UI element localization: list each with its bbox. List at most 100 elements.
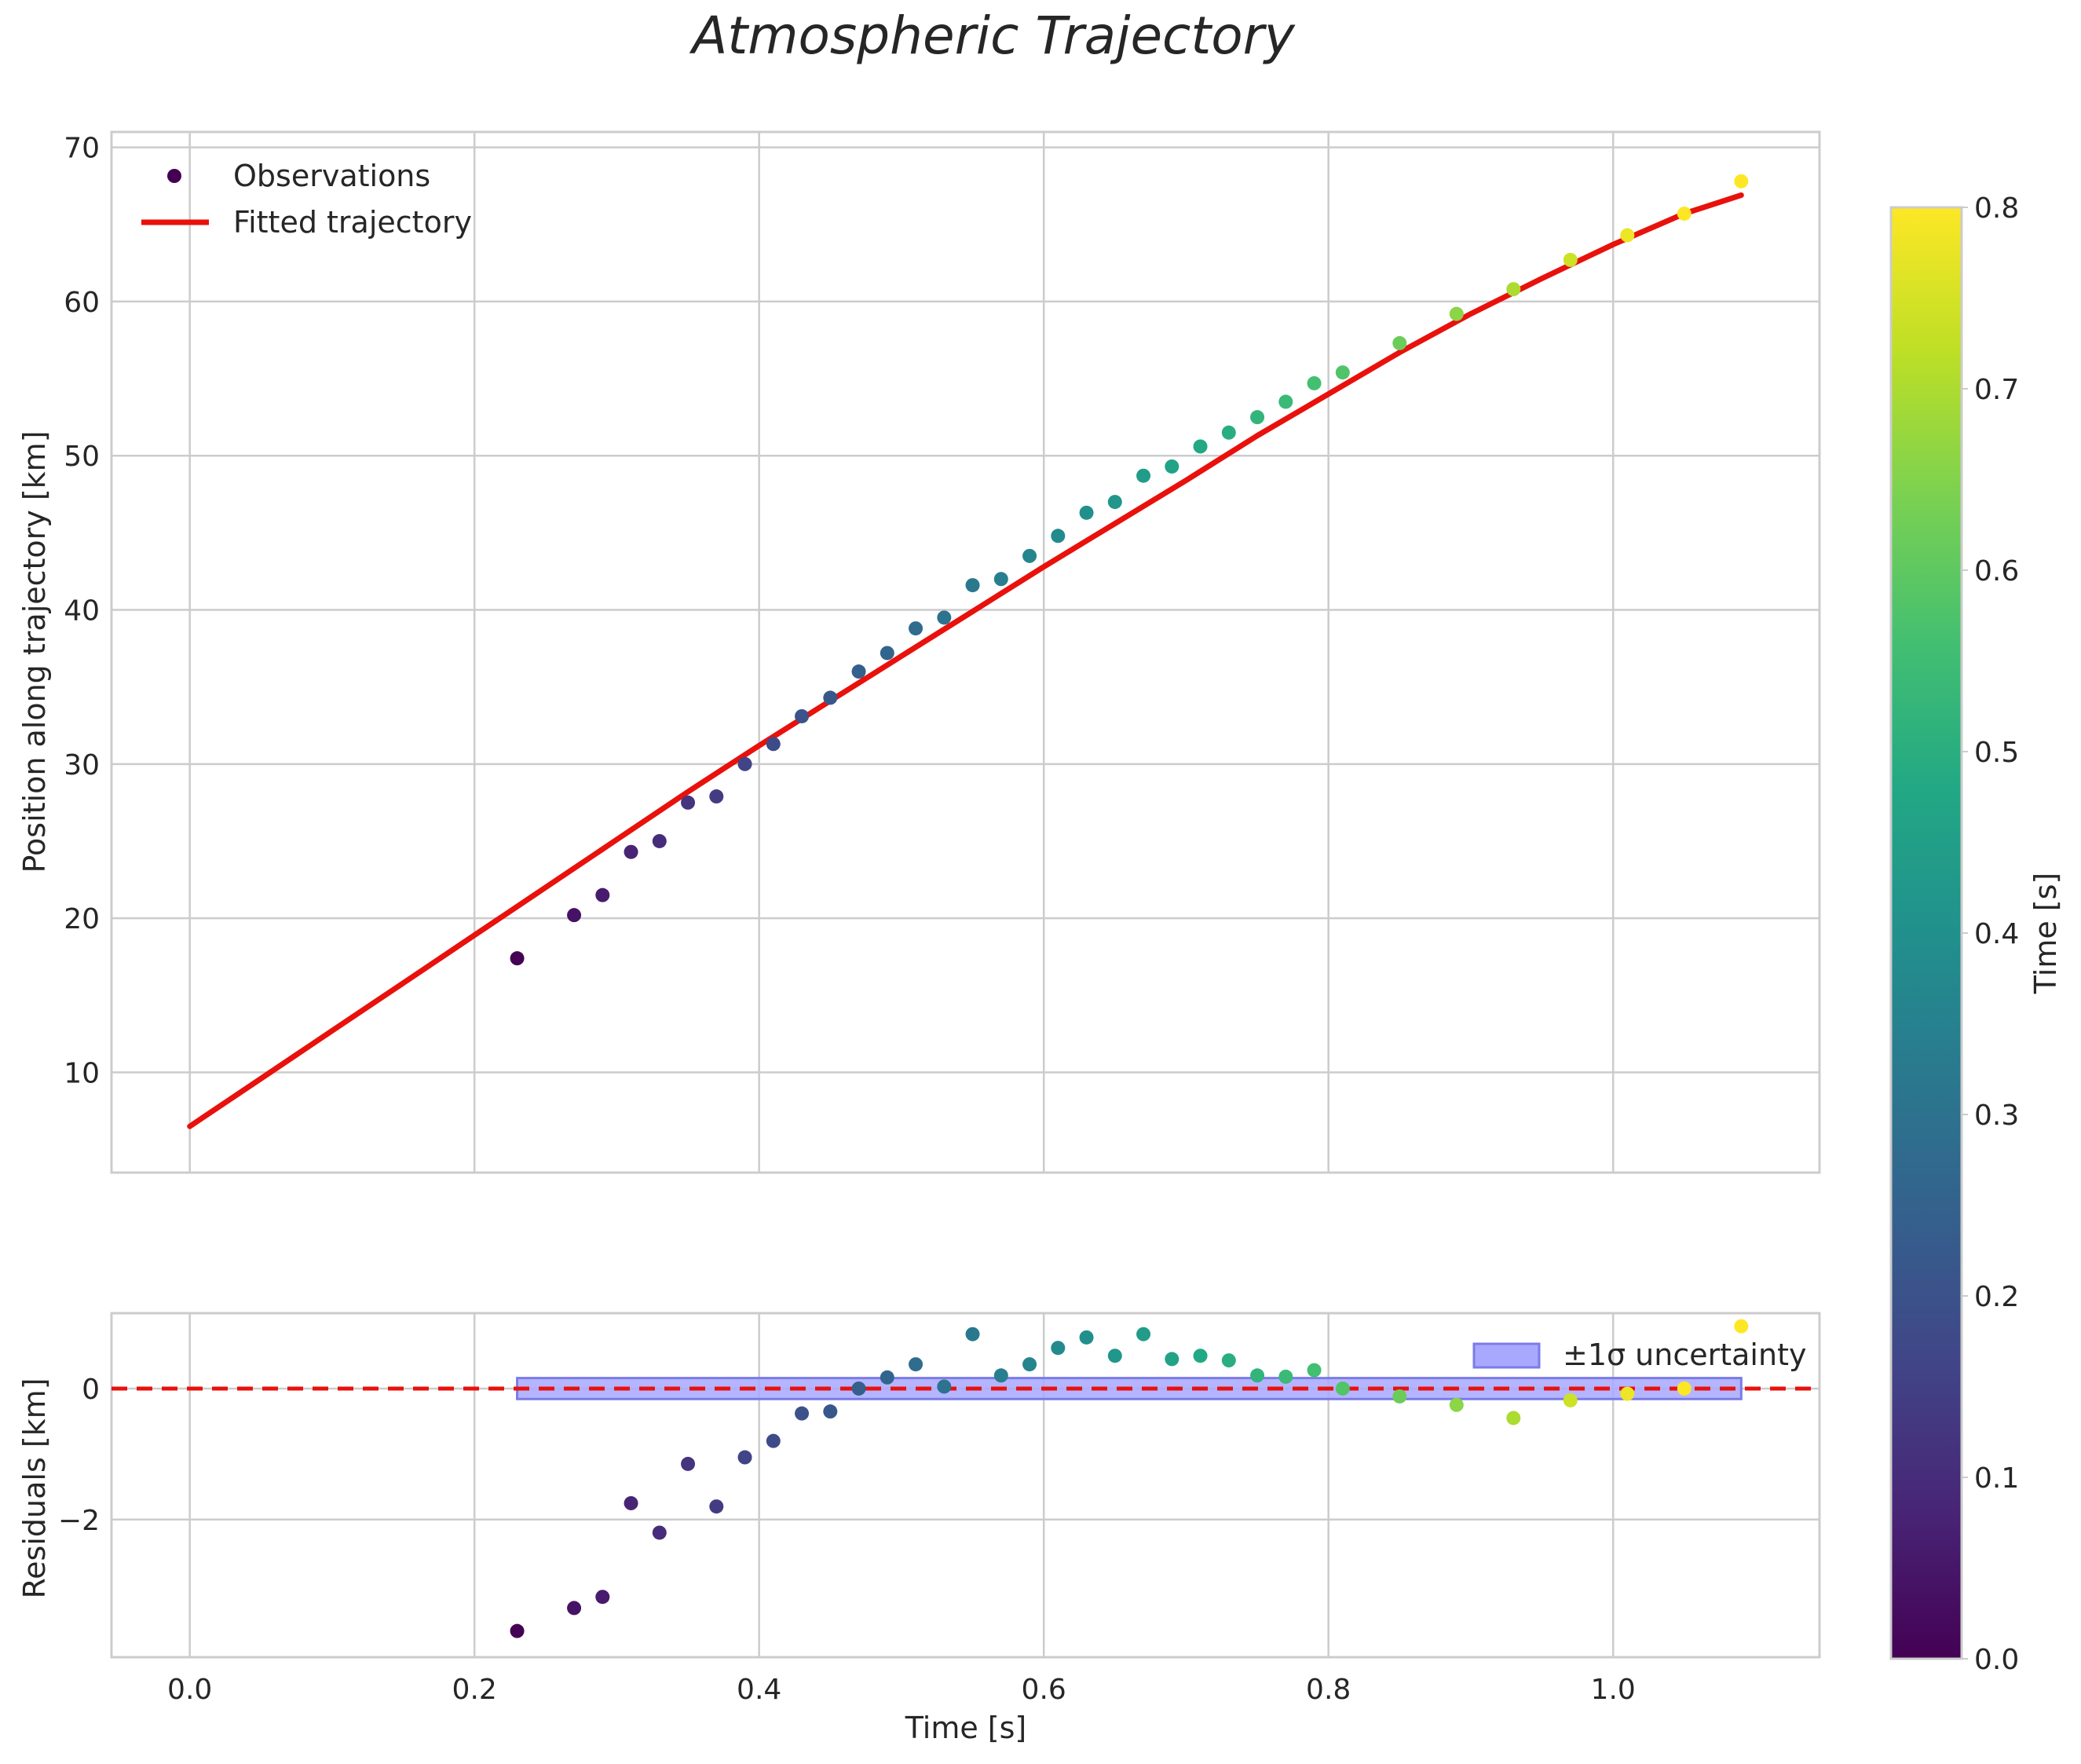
x-tick-label: 0.0: [167, 1674, 212, 1706]
residual-point: [1221, 1353, 1236, 1368]
residual-point: [1079, 1330, 1094, 1345]
residuals-legend: ±1σ uncertainty: [1472, 1338, 1806, 1372]
observation-point: [1136, 468, 1151, 483]
residual-point: [851, 1381, 866, 1396]
colorbar-tick-label: 0.8: [1974, 192, 2019, 225]
observation-point: [1079, 505, 1094, 520]
residual-point: [510, 1623, 525, 1638]
colorbar-ticks: 0.0 0.1 0.2 0.3 0.4 0.5 0.6 0.7 0.8: [1962, 192, 2019, 1676]
trajectory-y-tick-label: 60: [64, 287, 100, 319]
residual-point: [1563, 1393, 1578, 1407]
observation-point: [1051, 529, 1066, 543]
legend-fitted-trajectory-label: Fitted trajectory: [233, 205, 472, 240]
residual-point: [1165, 1352, 1179, 1367]
observation-point: [1107, 495, 1122, 510]
observation-point: [1022, 548, 1037, 563]
trajectory-y-tick-label: 20: [64, 903, 100, 935]
residual-point: [1307, 1363, 1322, 1378]
observation-point: [1221, 425, 1236, 440]
observation-point: [1250, 410, 1265, 425]
residual-point: [993, 1368, 1008, 1383]
observation-point: [624, 844, 638, 859]
residual-point: [709, 1499, 724, 1514]
observation-points: [510, 174, 1749, 966]
residual-point: [1449, 1397, 1464, 1412]
observation-point: [823, 690, 838, 705]
residual-point: [937, 1379, 952, 1394]
colorbar-tick-label: 0.4: [1974, 918, 2019, 950]
residual-point: [1250, 1368, 1265, 1383]
x-tick-label: 0.6: [1022, 1674, 1066, 1706]
trajectory-y-tick-label: 10: [64, 1057, 100, 1089]
residual-point: [1506, 1411, 1521, 1425]
residual-point: [1677, 1381, 1691, 1396]
observation-point: [1677, 207, 1691, 221]
observation-point: [567, 908, 582, 923]
observation-point: [652, 833, 667, 848]
trajectory-y-tick-label: 50: [64, 441, 100, 473]
legend-observations-marker: [167, 169, 181, 183]
x-tick-label: 0.4: [737, 1674, 781, 1706]
trajectory-y-tick-label: 30: [64, 749, 100, 781]
residual-point: [1278, 1369, 1293, 1384]
observation-point: [681, 795, 696, 810]
residual-point: [1193, 1349, 1208, 1363]
observation-point: [510, 951, 525, 966]
observation-point: [1563, 252, 1578, 267]
trajectory-legend: Observations Fitted trajectory: [141, 159, 472, 240]
residuals-y-tick-label: −2: [58, 1505, 100, 1537]
trajectory-y-tick-label: 70: [64, 133, 100, 165]
observation-point: [1392, 335, 1407, 350]
residual-point: [795, 1406, 810, 1421]
observation-point: [737, 756, 752, 771]
colorbar-gradient: [1889, 206, 1963, 1660]
residual-point: [909, 1357, 923, 1372]
residual-point: [567, 1601, 582, 1616]
colorbar-tick-label: 0.7: [1974, 374, 2019, 406]
trajectory-y-tick-label: 40: [64, 595, 100, 628]
observation-point: [880, 646, 894, 661]
colorbar-tick-label: 0.2: [1974, 1281, 2019, 1313]
legend-observations-label: Observations: [233, 159, 430, 193]
observation-point: [1620, 228, 1635, 243]
residual-point: [1392, 1389, 1407, 1404]
residual-point: [1620, 1386, 1635, 1401]
fitted-trajectory-line: [187, 192, 1744, 1129]
observation-point: [595, 887, 610, 902]
residual-point: [652, 1525, 667, 1540]
observation-point: [1449, 306, 1464, 321]
observation-point: [1165, 459, 1179, 474]
residual-point: [1734, 1319, 1749, 1334]
trajectory-ticks: 10 20 30 40 50 60 70: [64, 133, 100, 1090]
x-tick-label: 0.8: [1306, 1674, 1351, 1706]
colorbar-tick-label: 0.3: [1974, 1100, 2019, 1132]
residuals-y-tick-label: 0: [82, 1374, 100, 1406]
residual-point: [965, 1327, 980, 1341]
x-tick-label: 1.0: [1591, 1674, 1636, 1706]
residuals-panel: 0.0 0.2 0.4 0.6 0.8 1.0 0 −2 Residuals [km] Tim…: [17, 1312, 1821, 1745]
x-tick-label: 0.2: [452, 1674, 497, 1706]
residual-point: [880, 1370, 894, 1385]
chart-title: Atmospheric Trajectory: [689, 5, 1296, 66]
colorbar-tick-label: 0.6: [1974, 555, 2019, 587]
observation-point: [1193, 439, 1208, 454]
trajectory-grid: [112, 132, 1820, 1173]
residuals-axes-frame: [110, 1312, 1821, 1659]
observation-point: [1278, 394, 1293, 409]
observation-point: [909, 621, 923, 636]
observation-point: [965, 578, 980, 593]
observation-point: [766, 737, 781, 752]
legend-uncertainty-swatch: [1472, 1342, 1541, 1369]
residual-point: [823, 1404, 838, 1419]
trajectory-panel: 10 20 30 40 50 60 70 Position along trajectory…: [17, 130, 1821, 1174]
residual-point: [1335, 1381, 1350, 1396]
colorbar-tick-label: 0.0: [1974, 1644, 2019, 1676]
trajectory-y-axis-label: Position along trajectory [km]: [17, 430, 52, 873]
observation-point: [1734, 174, 1749, 188]
residual-point: [737, 1450, 752, 1465]
residual-point: [681, 1456, 696, 1471]
residual-point: [1051, 1341, 1066, 1356]
observation-point: [1506, 282, 1521, 297]
residuals-ticks: 0.0 0.2 0.4 0.6 0.8 1.0 0 −2: [58, 1374, 1636, 1706]
